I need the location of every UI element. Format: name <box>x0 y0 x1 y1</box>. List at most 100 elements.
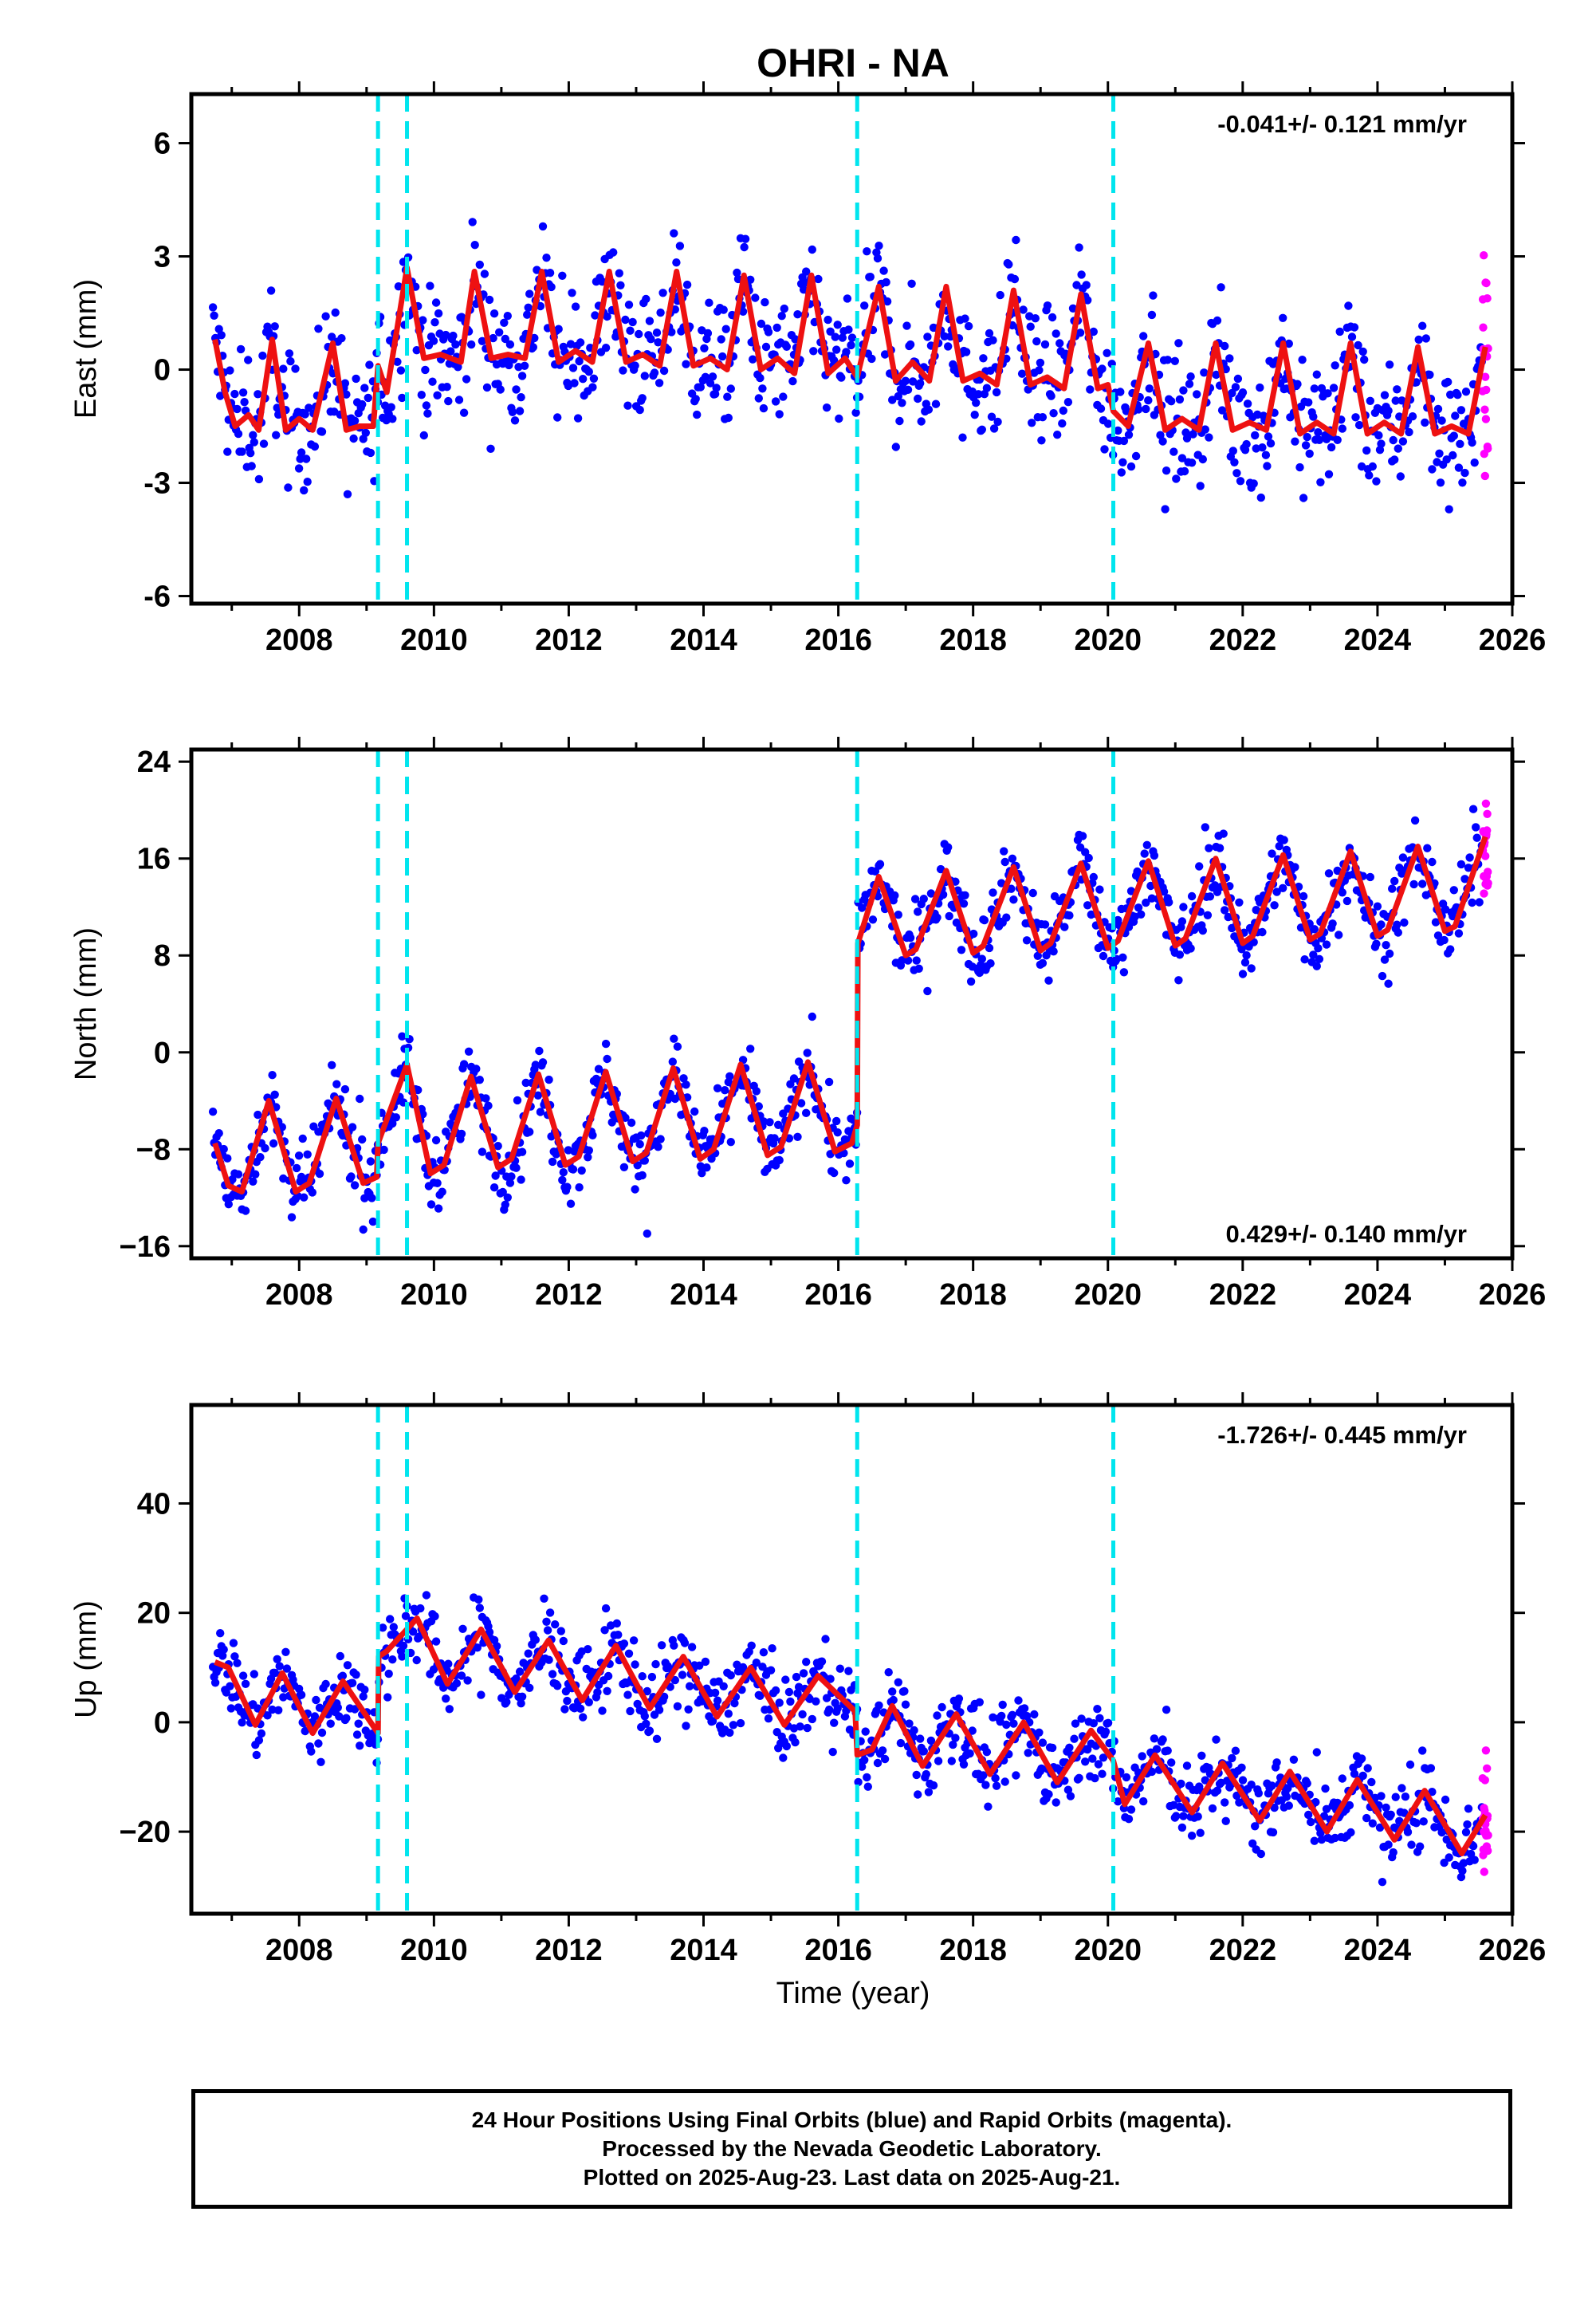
final-orbit-point <box>912 1770 921 1780</box>
final-orbit-point <box>472 1065 481 1073</box>
final-orbit-point <box>1232 469 1241 478</box>
final-orbit-point <box>1380 955 1390 964</box>
final-orbit-point <box>835 414 843 423</box>
final-orbit-point <box>1070 1734 1079 1743</box>
final-orbit-point <box>431 1135 441 1145</box>
x-tick-label: 2010 <box>400 1278 468 1312</box>
final-orbit-point <box>717 335 725 344</box>
final-orbit-point <box>860 1756 869 1765</box>
final-orbit-point <box>1095 1714 1104 1722</box>
final-orbit-point <box>356 1094 364 1104</box>
final-orbit-point <box>1122 1773 1131 1782</box>
rapid-orbit-points <box>1478 251 1492 481</box>
final-orbit-point <box>1124 1815 1134 1824</box>
final-orbit-point <box>989 888 997 897</box>
final-orbit-point <box>398 393 407 403</box>
final-orbit-point <box>308 1188 316 1197</box>
final-orbit-point <box>1386 1810 1395 1819</box>
final-orbit-point <box>1089 1719 1099 1728</box>
final-orbit-point <box>1358 347 1367 356</box>
final-orbit-point <box>1389 1848 1397 1857</box>
final-orbit-point <box>301 410 309 419</box>
final-orbit-point <box>775 1155 784 1165</box>
final-orbit-point <box>974 390 983 399</box>
x-tick-label: 2008 <box>265 624 333 657</box>
final-orbit-point <box>863 1773 871 1782</box>
final-orbit-point <box>768 1644 776 1653</box>
final-orbit-point <box>910 1726 918 1735</box>
final-orbit-point <box>993 417 1002 427</box>
final-orbit-point <box>1084 853 1093 863</box>
y-tick-label: 16 <box>137 843 171 876</box>
final-orbit-point <box>835 1664 845 1673</box>
final-orbit-point <box>1119 436 1129 446</box>
final-orbit-point <box>1230 458 1239 466</box>
final-orbit-point <box>1375 1823 1385 1832</box>
final-orbit-point <box>1461 388 1471 396</box>
final-orbit-point <box>713 1696 722 1705</box>
final-orbit-point <box>1442 455 1451 464</box>
final-orbit-point <box>249 1177 257 1187</box>
final-orbit-point <box>1078 832 1087 840</box>
final-orbit-point <box>310 442 320 451</box>
final-orbit-point <box>570 379 579 388</box>
final-orbit-point <box>216 392 225 400</box>
final-orbit-point <box>826 327 835 336</box>
final-orbit-point <box>682 360 690 368</box>
final-orbit-point <box>279 364 288 373</box>
final-orbit-point <box>1091 1773 1099 1783</box>
final-orbit-point <box>360 384 369 392</box>
final-orbit-point <box>244 356 253 364</box>
final-orbit-point <box>600 1626 609 1635</box>
final-orbit-point <box>1243 399 1252 408</box>
final-orbit-point <box>249 431 257 439</box>
final-orbit-point <box>297 1690 306 1699</box>
final-orbit-point <box>1466 1849 1476 1859</box>
final-orbit-point <box>241 1206 250 1215</box>
final-orbit-point <box>746 275 755 284</box>
final-orbit-point <box>1385 360 1394 369</box>
final-orbit-point <box>431 1637 441 1646</box>
final-orbit-point <box>1248 1839 1257 1848</box>
final-orbit-point <box>654 338 662 347</box>
final-orbit-point <box>401 1612 411 1620</box>
final-orbit-point <box>1472 823 1480 832</box>
final-orbit-point <box>615 269 623 277</box>
final-orbit-point <box>919 1747 929 1756</box>
final-orbit-point <box>1238 1776 1248 1785</box>
final-orbit-point <box>254 1736 264 1745</box>
final-orbit-point <box>543 1626 552 1635</box>
final-orbit-point <box>1047 392 1055 400</box>
final-orbit-point <box>957 946 966 954</box>
final-orbit-point <box>781 1675 790 1684</box>
final-orbit-point <box>226 366 234 375</box>
final-orbit-point <box>793 310 802 319</box>
y-tick-label: 24 <box>137 746 171 779</box>
final-orbit-point <box>601 344 611 352</box>
final-orbit-point <box>1327 443 1336 452</box>
x-tick-label: 2022 <box>1209 1278 1277 1312</box>
final-orbit-point <box>1358 1771 1367 1781</box>
final-orbit-point <box>1198 926 1208 935</box>
final-orbit-point <box>933 1711 941 1720</box>
final-orbit-point <box>626 326 635 335</box>
final-orbit-point <box>828 1747 837 1757</box>
final-orbit-point <box>1089 327 1099 336</box>
final-orbit-point <box>833 1128 842 1137</box>
final-orbit-point <box>303 478 312 486</box>
final-orbit-point <box>517 1699 525 1708</box>
final-orbit-point <box>705 298 713 307</box>
final-orbit-point <box>1163 1746 1172 1755</box>
final-orbit-point <box>1036 358 1045 368</box>
final-orbit-point <box>486 444 495 453</box>
final-orbit-point <box>258 351 267 360</box>
final-orbit-point <box>1040 340 1050 349</box>
panel-2: 2008 2010 2012 2014 2016 2018 2020 2022 2024 2026… <box>69 737 1546 1312</box>
final-orbit-point <box>328 1061 336 1070</box>
final-orbit-point <box>1175 395 1185 404</box>
final-orbit-point <box>687 1643 697 1651</box>
final-orbit-point <box>771 1686 780 1695</box>
final-orbit-point <box>1291 437 1299 446</box>
final-orbit-point <box>1019 305 1028 314</box>
